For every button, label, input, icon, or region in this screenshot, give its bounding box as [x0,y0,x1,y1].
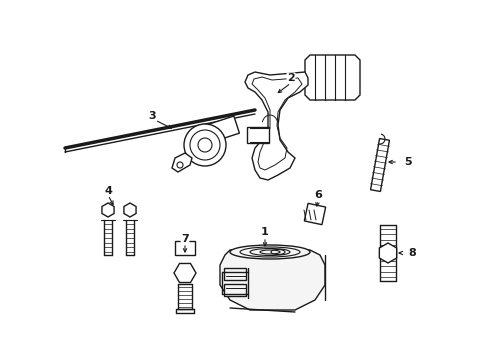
Text: 4: 4 [104,186,112,196]
Bar [246,127,268,143]
Text: 7: 7 [181,234,188,244]
Bar [175,241,195,255]
Text: 2: 2 [286,73,294,83]
Ellipse shape [229,245,309,259]
Polygon shape [244,72,307,180]
Polygon shape [123,203,136,217]
Text: 5: 5 [404,157,411,167]
Text: 3: 3 [148,111,156,121]
Text: 6: 6 [313,190,321,200]
Polygon shape [172,153,192,172]
Bar [224,268,245,280]
Bar [200,116,239,144]
Polygon shape [174,264,196,283]
Ellipse shape [183,124,225,166]
Bar [304,203,325,225]
Polygon shape [379,243,396,263]
Text: 1: 1 [261,227,268,237]
Polygon shape [102,203,114,217]
Bar [224,284,245,296]
Polygon shape [305,55,359,100]
Polygon shape [220,250,325,310]
Text: 8: 8 [407,248,415,258]
Bar [370,139,388,192]
